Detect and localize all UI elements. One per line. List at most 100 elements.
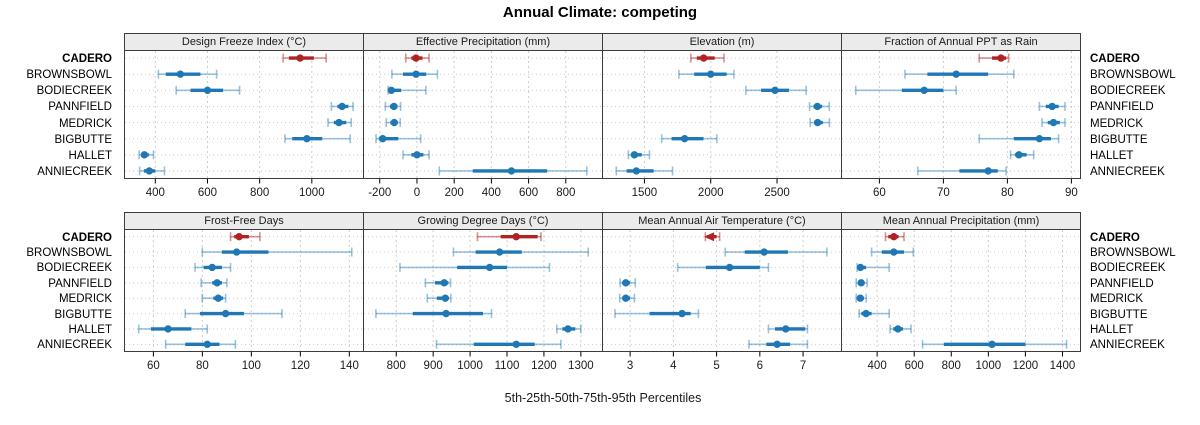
panel-design-freeze-index-c: Design Freeze Index (°C) 400 600 800 1000 bbox=[124, 33, 364, 205]
site-label-bigbutte: BIGBUTTE bbox=[54, 308, 112, 321]
plot-border bbox=[602, 50, 842, 179]
median-dot-icon bbox=[140, 151, 149, 159]
median-dot-icon bbox=[725, 263, 734, 272]
site-label-cadero: CADERO bbox=[62, 53, 112, 66]
panel-effective-precipitation-mm: Effective Precipitation (mm) -200 0 200 400 6… bbox=[363, 33, 603, 205]
percentile-mark-brownsbowl bbox=[724, 247, 828, 257]
panels-strip: Design Freeze Index (°C) 400 600 800 1000 Eff… bbox=[124, 33, 1081, 205]
median-dot-icon bbox=[707, 70, 715, 78]
site-label-cadero: CADERO bbox=[1090, 231, 1140, 244]
median-dot-icon bbox=[700, 54, 708, 62]
median-dot-icon bbox=[862, 309, 870, 318]
percentile-mark-medrick bbox=[1041, 118, 1066, 128]
percentile-mark-bigbutte bbox=[184, 309, 283, 319]
median-dot-icon bbox=[813, 102, 822, 111]
site-label-brownsbowl: BROWNSBOWL bbox=[26, 247, 112, 260]
site-label-bodiecreek: BODIECREEK bbox=[1090, 262, 1166, 275]
percentile-mark-anniecreek bbox=[748, 339, 809, 349]
site-label-bodiecreek: BODIECREEK bbox=[36, 85, 112, 98]
median-dot-icon bbox=[214, 294, 222, 302]
percentile-mark-anniecreek bbox=[438, 166, 588, 176]
percentile-mark-medrick bbox=[855, 293, 868, 303]
median-dot-icon bbox=[678, 309, 686, 318]
axis-tick-label: 100 bbox=[242, 360, 261, 372]
median-dot-icon bbox=[335, 118, 343, 127]
median-dot-icon bbox=[485, 263, 494, 272]
percentile-mark-brownsbowl bbox=[870, 247, 915, 257]
panel-header-frost-free-days: Frost-Free Days bbox=[124, 212, 364, 230]
axis-tick-label: 80 bbox=[1001, 187, 1014, 199]
site-label-hallet: HALLET bbox=[1090, 149, 1134, 162]
site-label-medrick: MEDRICK bbox=[58, 293, 112, 306]
percentile-mark-bodiecreek bbox=[856, 262, 890, 272]
percentile-mark-bodiecreek bbox=[676, 262, 770, 272]
site-label-anniecreek: ANNIECREEK bbox=[1090, 339, 1165, 352]
axis-tick-label: 200 bbox=[445, 187, 464, 199]
median-dot-icon bbox=[203, 86, 212, 95]
percentile-mark-anniecreek bbox=[435, 339, 562, 349]
axis-tick-label: 1100 bbox=[495, 360, 520, 372]
percentile-mark-pannfield bbox=[200, 278, 228, 288]
percentile-mark-hallet bbox=[138, 150, 155, 160]
median-dot-icon bbox=[221, 309, 230, 318]
median-dot-icon bbox=[890, 232, 898, 241]
axis-tick-label: 1400 bbox=[1050, 360, 1076, 372]
panel-frost-free-days: Frost-Free Days 60 80 100 120 140 bbox=[124, 212, 364, 378]
axis-tick-label: 800 bbox=[556, 187, 575, 199]
percentile-mark-anniecreek bbox=[164, 339, 237, 349]
axis-tick-label: 400 bbox=[482, 187, 501, 199]
percentile-mark-bodiecreek bbox=[745, 85, 807, 95]
median-dot-icon bbox=[952, 70, 960, 78]
median-dot-icon bbox=[338, 102, 346, 111]
axis-tick-label: 80 bbox=[196, 360, 209, 372]
percentile-mark-brownsbowl bbox=[452, 247, 590, 257]
median-dot-icon bbox=[208, 263, 216, 272]
median-dot-icon bbox=[782, 325, 790, 333]
site-label-brownsbowl: BROWNSBOWL bbox=[26, 69, 112, 82]
median-dot-icon bbox=[1035, 134, 1044, 143]
percentile-mark-hallet bbox=[767, 324, 809, 334]
site-label-bodiecreek: BODIECREEK bbox=[1090, 85, 1166, 98]
percentile-mark-bodiecreek bbox=[387, 85, 427, 95]
panel-mean-annual-precipitation-mm: Mean Annual Precipitation (mm) 400 600 800 1… bbox=[841, 212, 1081, 378]
median-dot-icon bbox=[856, 263, 865, 272]
percentile-mark-cadero bbox=[282, 53, 327, 63]
median-dot-icon bbox=[441, 294, 450, 302]
panel-header-mean-annual-precipitation-mm: Mean Annual Precipitation (mm) bbox=[841, 212, 1081, 230]
axis-tick-label: 400 bbox=[146, 187, 165, 199]
percentile-mark-bigbutte bbox=[375, 309, 493, 319]
median-dot-icon bbox=[771, 86, 779, 95]
axis-tick-label: 800 bbox=[387, 360, 406, 372]
median-dot-icon bbox=[440, 279, 448, 287]
median-dot-icon bbox=[303, 134, 311, 143]
site-label-medrick: MEDRICK bbox=[58, 117, 112, 130]
panel-plot-growing-degree-days-c: 800 900 1000 1100 1200 1300 bbox=[363, 229, 603, 372]
percentile-mark-brownsbowl bbox=[678, 69, 735, 79]
axis-tick-label: 600 bbox=[198, 187, 217, 199]
percentile-mark-pannfield bbox=[330, 101, 354, 111]
median-dot-icon bbox=[507, 167, 516, 175]
axis-tick-label: -200 bbox=[368, 187, 391, 199]
panel-growing-degree-days-c: Growing Degree Days (°C) 800 900 1000 1100 12… bbox=[363, 212, 603, 378]
median-triangle-left-icon bbox=[704, 232, 715, 242]
axis-tick-label: 800 bbox=[250, 187, 269, 199]
site-labels-left: CADERO BROWNSBOWL BODIECREEK PANNFIELD MEDRI… bbox=[0, 230, 118, 353]
median-dot-icon bbox=[813, 118, 822, 127]
percentile-mark-bigbutte bbox=[284, 134, 351, 144]
median-dot-icon bbox=[145, 167, 154, 175]
percentile-mark-pannfield bbox=[384, 101, 402, 111]
median-dot-icon bbox=[890, 248, 898, 256]
percentile-mark-bodiecreek bbox=[194, 262, 232, 272]
percentile-mark-cadero bbox=[690, 53, 725, 63]
median-dot-icon bbox=[760, 248, 768, 256]
percentile-mark-hallet bbox=[1009, 150, 1035, 160]
median-dot-icon bbox=[1015, 151, 1023, 159]
site-labels-right: CADERO BROWNSBOWL BODIECREEK PANNFIELD MEDRI… bbox=[1088, 51, 1200, 180]
site-label-cadero: CADERO bbox=[1090, 53, 1140, 66]
site-label-hallet: HALLET bbox=[1090, 323, 1134, 336]
percentile-mark-bodiecreek bbox=[399, 262, 551, 272]
median-dot-icon bbox=[164, 325, 172, 333]
percentile-mark-pannfield bbox=[855, 278, 868, 288]
percentile-mark-bodiecreek bbox=[175, 85, 241, 95]
